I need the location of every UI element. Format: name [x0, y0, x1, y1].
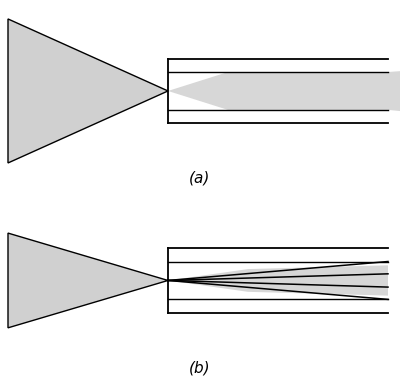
- Polygon shape: [168, 66, 400, 116]
- Polygon shape: [8, 233, 168, 328]
- Text: (a): (a): [189, 171, 211, 186]
- Text: (b): (b): [189, 360, 211, 375]
- Polygon shape: [168, 265, 388, 296]
- Polygon shape: [8, 19, 168, 163]
